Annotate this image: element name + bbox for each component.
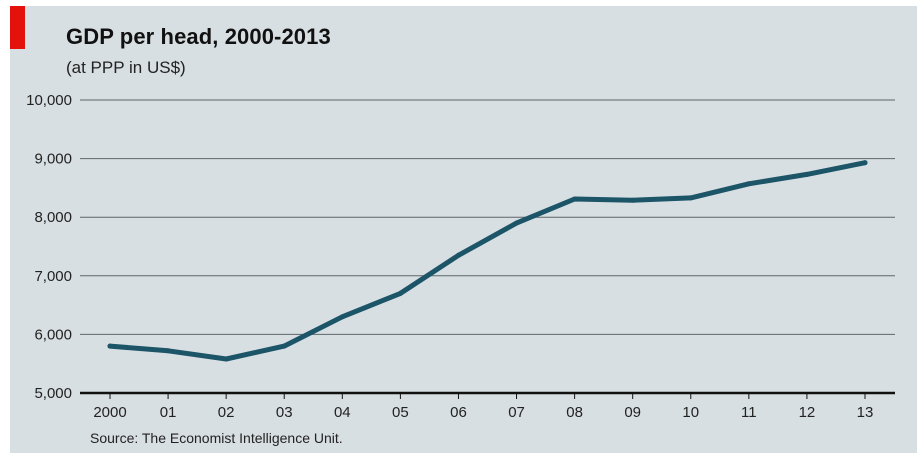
chart-subtitle: (at PPP in US$) <box>66 58 186 77</box>
data-point <box>572 196 578 202</box>
x-tick-label: 02 <box>218 404 235 421</box>
x-tick-label: 07 <box>508 404 525 421</box>
data-point <box>630 197 636 203</box>
data-point <box>223 356 229 362</box>
data-point <box>455 252 461 258</box>
data-point <box>862 160 868 166</box>
data-point <box>165 348 171 354</box>
y-tick-label: 10,000 <box>26 92 72 109</box>
y-tick-label: 7,000 <box>34 268 72 285</box>
x-tick-label: 09 <box>624 404 641 421</box>
data-point <box>397 290 403 296</box>
y-tick-label: 9,000 <box>34 151 72 168</box>
data-point <box>804 171 810 177</box>
chart-panel <box>10 6 917 453</box>
x-tick-label: 2000 <box>93 404 126 421</box>
x-tick-label: 03 <box>276 404 293 421</box>
data-point <box>746 181 752 187</box>
x-tick-label: 04 <box>334 404 351 421</box>
x-tick-label: 08 <box>566 404 583 421</box>
data-point <box>281 343 287 349</box>
x-tick-label: 05 <box>392 404 409 421</box>
x-tick-label: 12 <box>799 404 816 421</box>
x-tick-label: 11 <box>741 404 757 421</box>
data-point <box>339 314 345 320</box>
data-point <box>107 343 113 349</box>
data-point <box>688 195 694 201</box>
data-point <box>514 220 520 226</box>
chart-source-note: Source: The Economist Intelligence Unit. <box>90 430 343 446</box>
y-tick-label: 5,000 <box>34 385 72 402</box>
x-tick-label: 13 <box>857 404 874 421</box>
y-tick-label: 8,000 <box>34 209 72 226</box>
x-tick-label: 10 <box>682 404 699 421</box>
chart-title: GDP per head, 2000-2013 <box>66 24 331 49</box>
y-tick-label: 6,000 <box>34 326 72 343</box>
x-tick-label: 06 <box>450 404 467 421</box>
gdp-per-head-series-line <box>107 160 868 362</box>
x-tick-label: 01 <box>160 404 177 421</box>
brand-accent-tab <box>10 6 25 49</box>
